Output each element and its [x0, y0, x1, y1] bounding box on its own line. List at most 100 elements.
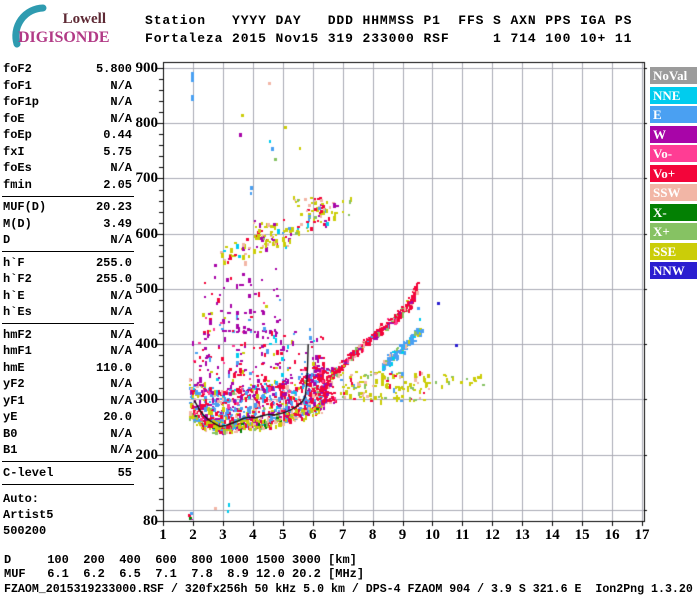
x-tick-label-17: 17: [634, 527, 650, 543]
logo-arc-icon: [12, 4, 47, 48]
characteristic-row-mufd: MUF(D) 20.23: [2, 199, 134, 216]
panel-divider: [2, 195, 134, 197]
x-tick-label-11: 11: [455, 527, 470, 543]
characteristic-value: N/A: [110, 344, 132, 358]
legend-item-nnw: NNW: [650, 262, 697, 279]
y-tick-label-500: 500: [135, 280, 159, 297]
characteristic-label: yE: [3, 410, 18, 424]
x-tick-label-15: 15: [574, 527, 590, 543]
characteristic-row-d: D N/A: [2, 232, 134, 249]
characteristic-row-fof1p: foF1p N/A: [2, 94, 134, 111]
legend-item-noval: NoVal: [650, 67, 697, 84]
characteristic-label: h`E: [3, 288, 25, 303]
y-tick-label-600: 600: [135, 225, 159, 242]
characteristic-label: M(D): [3, 216, 32, 231]
legend-item-vo: Vo-: [650, 145, 697, 162]
legend-item-w: W: [650, 125, 697, 143]
x-tick-label-10: 10: [424, 527, 440, 543]
characteristic-value: N/A: [110, 327, 132, 342]
y-tick-label-700: 700: [135, 170, 159, 187]
characteristic-row-b1: B1 N/A: [2, 442, 134, 459]
characteristic-row-md: M(D) 3.49: [2, 216, 134, 233]
characteristic-label: D: [3, 233, 11, 247]
characteristic-label: fxI: [3, 144, 25, 159]
panel-divider: [2, 251, 134, 252]
characteristic-row-fof2: foF2 5.800: [2, 61, 134, 78]
autoscaling-info-line: Auto:: [3, 491, 40, 506]
autoscaling-info: Auto: Artist5 500200: [2, 491, 134, 539]
characteristic-value: N/A: [110, 288, 132, 303]
characteristic-row-hme: hmE 110.0: [2, 360, 134, 377]
characteristic-label: fmin: [3, 177, 32, 192]
characteristic-label: foEp: [3, 128, 32, 142]
characteristic-row-hf2: h`F2 255.0: [2, 271, 134, 288]
characteristic-value: N/A: [110, 305, 132, 319]
characteristic-row-ye: yE 20.0: [2, 409, 134, 426]
autoscaling-info-line: 500200: [3, 523, 47, 538]
lowell-digisonde-logo: Lowell DIGISONDE: [12, 4, 110, 48]
characteristic-row-foes: foEs N/A: [2, 160, 134, 177]
characteristic-row-hes: h`Es N/A: [2, 304, 134, 321]
characteristic-value: 110.0: [95, 360, 132, 375]
header-column-titles: Station YYYY DAY DDD HHMMSS P1 FFS S AXN…: [145, 13, 633, 28]
panel-divider: [2, 323, 134, 324]
characteristic-row-fxi: fxI 5.75: [2, 144, 134, 161]
characteristic-label: hmF2: [3, 327, 32, 342]
characteristic-value: N/A: [110, 161, 132, 175]
characteristic-row-foe: foE N/A: [2, 111, 134, 128]
characteristic-value: N/A: [110, 377, 132, 391]
characteristic-label: foF1p: [3, 95, 40, 109]
characteristic-row-hf: h`F 255.0: [2, 255, 134, 272]
characteristic-label: yF1: [3, 393, 25, 408]
characteristic-label: h`Es: [3, 305, 32, 319]
characteristic-value: 0.44: [103, 128, 132, 142]
x-tick-label-8: 8: [368, 527, 377, 543]
header-station-values: Fortaleza 2015 Nov15 319 233000 RSF 1 71…: [145, 31, 633, 46]
characteristic-label: foF1: [3, 78, 32, 93]
characteristic-label: foEs: [3, 161, 32, 175]
characteristic-row-he: h`E N/A: [2, 288, 134, 305]
legend-item-vo: Vo+: [650, 164, 697, 182]
characteristic-label: hmF1: [3, 344, 32, 358]
characteristic-value: 5.75: [103, 144, 132, 159]
characteristic-label: yF2: [3, 377, 25, 391]
characteristic-label: h`F2: [3, 272, 32, 286]
characteristic-row-hmf2: hmF2 N/A: [2, 327, 134, 344]
characteristic-label: h`F: [3, 255, 25, 270]
characteristic-row-yf1: yF1 N/A: [2, 393, 134, 410]
x-tick-label-14: 14: [544, 527, 560, 543]
characteristic-value: 3.49: [103, 216, 132, 231]
characteristic-value: N/A: [110, 95, 132, 109]
legend-item-e: E: [650, 106, 697, 123]
muf-row: MUF 6.1 6.2 6.5 7.1 7.8 8.9 12.0 20.2 [M…: [4, 567, 365, 581]
characteristic-value: 255.0: [95, 255, 132, 270]
characteristic-label: foF2: [3, 62, 32, 76]
characteristic-label: C-level: [3, 465, 54, 480]
characteristic-row-fmin: fmin 2.05: [2, 177, 134, 194]
x-tick-label-13: 13: [514, 527, 530, 543]
characteristic-row-hmf1: hmF1 N/A: [2, 343, 134, 360]
x-tick-label-16: 16: [604, 527, 620, 543]
x-tick-label-1: 1: [159, 527, 167, 543]
file-info-row: FZAOM_2015319233000.RSF / 320fx256h 50 k…: [4, 583, 693, 596]
characteristic-row-fof1: foF1 N/A: [2, 78, 134, 95]
legend-item-x: X-: [650, 203, 697, 221]
y-tick-label-400: 400: [135, 336, 159, 353]
y-tick-label-800: 800: [135, 115, 159, 132]
legend-item-nne: NNE: [650, 86, 697, 104]
x-tick-label-12: 12: [484, 527, 500, 543]
characteristic-value: 255.0: [95, 272, 132, 286]
characteristic-row-foep: foEp 0.44: [2, 127, 134, 144]
characteristic-label: B0: [3, 426, 18, 441]
legend-item-sse: SSE: [650, 242, 697, 260]
characteristic-value: N/A: [110, 426, 132, 441]
y-tick-label-80: 80: [143, 513, 158, 529]
legend-item-x: X+: [650, 223, 697, 240]
x-tick-label-7: 7: [338, 527, 347, 543]
x-tick-label-5: 5: [279, 527, 287, 543]
logo-lowell-text: Lowell: [63, 11, 106, 27]
characteristic-row-b0: B0 N/A: [2, 426, 134, 443]
x-tick-label-2: 2: [189, 527, 197, 543]
distance-row: D 100 200 400 600 800 1000 1500 3000 [km…: [4, 553, 357, 567]
